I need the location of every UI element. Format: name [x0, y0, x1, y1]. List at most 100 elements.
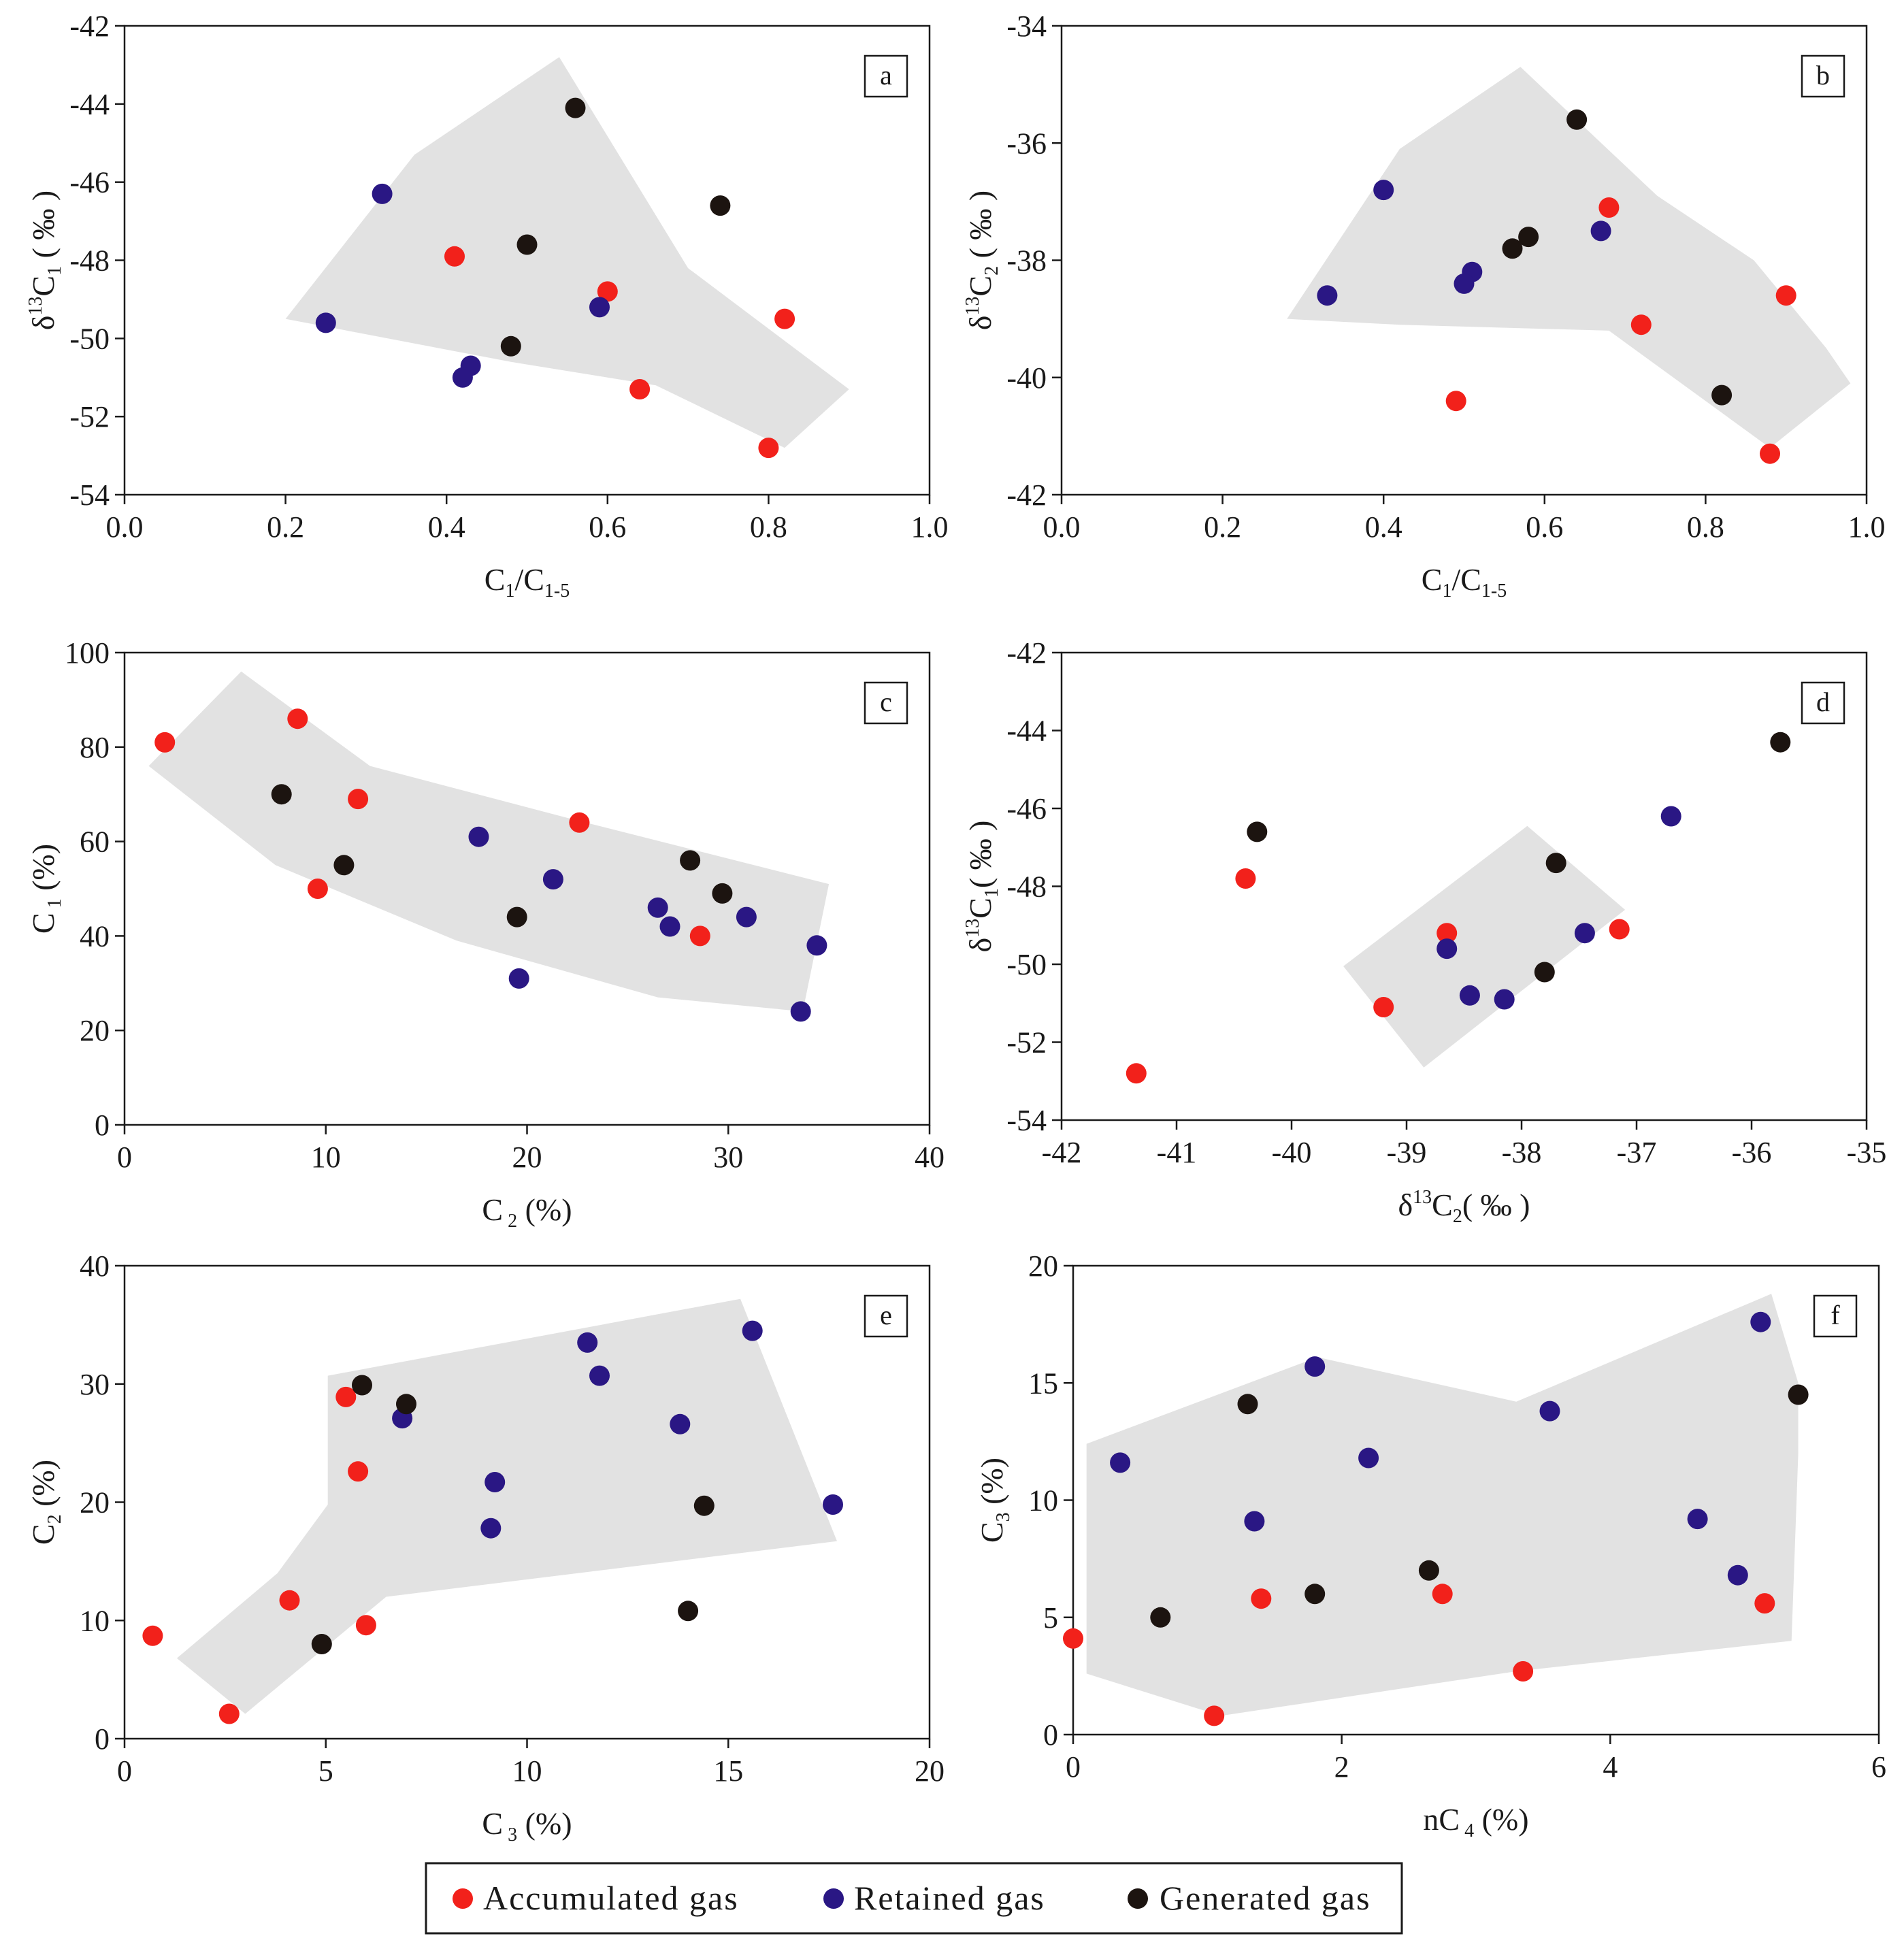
point-retained — [1660, 806, 1681, 827]
y-tick-label: -42 — [1006, 636, 1047, 670]
x-tick-label: -35 — [1847, 1136, 1887, 1169]
point-generated — [565, 97, 586, 118]
point-retained — [736, 906, 757, 928]
x-tick-label: -37 — [1617, 1136, 1657, 1169]
point-generated — [1566, 109, 1588, 130]
legend-marker-generated — [1128, 1888, 1148, 1909]
point-accumulated — [335, 1386, 357, 1407]
point-generated — [678, 1601, 699, 1622]
panel-label: a — [880, 60, 892, 91]
y-tick-label: 20 — [1028, 1249, 1058, 1283]
point-generated — [1304, 1584, 1326, 1605]
point-accumulated — [348, 1461, 369, 1482]
point-generated — [1545, 853, 1566, 874]
panel-label: d — [1816, 687, 1830, 717]
y-tick-label: -44 — [69, 88, 110, 121]
point-generated — [1770, 732, 1791, 753]
x-tick-label: -39 — [1387, 1136, 1427, 1169]
x-tick-label: 20 — [915, 1754, 945, 1788]
point-accumulated — [1373, 997, 1394, 1017]
point-retained — [452, 367, 473, 388]
x-tick-label: 20 — [512, 1141, 542, 1174]
point-retained — [742, 1320, 763, 1341]
x-tick-label: 10 — [311, 1141, 341, 1174]
panel-label: f — [1831, 1300, 1840, 1330]
x-tick-label: 0 — [117, 1754, 132, 1788]
point-retained — [577, 1332, 598, 1353]
x-tick-label: 0.6 — [1526, 510, 1563, 544]
y-tick-label: -38 — [1006, 244, 1047, 278]
y-axis-title: C2 (%) — [26, 1460, 65, 1545]
point-retained — [508, 968, 529, 989]
y-axis-title: C3 (%) — [974, 1458, 1014, 1543]
point-accumulated — [355, 1615, 376, 1636]
point-generated — [1237, 1394, 1258, 1415]
point-retained — [1494, 989, 1515, 1010]
envelope-area — [285, 56, 849, 448]
point-generated — [333, 855, 355, 876]
x-tick-label: 0.0 — [106, 510, 144, 544]
point-generated — [693, 1495, 715, 1516]
panel-a: 0.0 0.2 0.4 0.6 0.8 1.0 -54 -52 -50 -48 -46 -44 -42 C… — [25, 10, 949, 602]
point-retained — [1539, 1400, 1560, 1422]
point-retained — [1437, 938, 1458, 960]
x-tick-label: -41 — [1157, 1136, 1197, 1169]
legend-label-generated: Generated gas — [1160, 1879, 1371, 1917]
point-retained — [1574, 923, 1595, 944]
point-retained — [1304, 1356, 1326, 1377]
point-retained — [1110, 1452, 1131, 1473]
point-generated — [680, 850, 701, 871]
x-tick-label: 0 — [117, 1141, 132, 1174]
panel-label-box — [864, 54, 908, 98]
y-tick-label: -42 — [69, 10, 110, 43]
point-accumulated — [154, 732, 176, 753]
point-accumulated — [1445, 391, 1466, 412]
point-retained — [1590, 220, 1611, 242]
point-accumulated — [1432, 1584, 1453, 1605]
point-accumulated — [444, 246, 465, 267]
panel-label: c — [880, 687, 892, 717]
x-tick-label: 4 — [1603, 1750, 1618, 1784]
x-tick-label: 0.8 — [1687, 510, 1724, 544]
legend-marker-accumulated — [453, 1888, 473, 1909]
x-tick-label: 0.0 — [1043, 510, 1081, 544]
panel-f: 0 2 4 6 0 5 10 15 20 nC 4 (%) C3 (%) f — [974, 1249, 1886, 1841]
envelope-area — [1343, 825, 1626, 1068]
point-accumulated — [287, 708, 308, 729]
panel-b: 0.0 0.2 0.4 0.6 0.8 1.0 -42 -40 -38 -36 -34 C1/C1-5… — [962, 10, 1886, 602]
legend: Accumulated gas Retained gas Generated g… — [425, 1862, 1403, 1935]
x-tick-label: 0.8 — [750, 510, 787, 544]
y-axis-title: δ13C1 ( ‰ ) — [25, 191, 65, 331]
point-accumulated — [1754, 1593, 1775, 1614]
point-retained — [589, 1365, 610, 1386]
point-retained — [1459, 985, 1480, 1006]
x-tick-label: 40 — [915, 1141, 945, 1174]
y-tick-label: -50 — [69, 322, 110, 355]
y-tick-label: -34 — [1006, 10, 1047, 43]
x-tick-label: 0 — [1066, 1750, 1081, 1784]
point-accumulated — [689, 925, 710, 947]
point-generated — [506, 906, 527, 928]
panel-label: e — [880, 1300, 892, 1330]
y-tick-label: 0 — [95, 1109, 110, 1142]
point-generated — [710, 195, 731, 216]
panel-label-box — [1801, 54, 1845, 98]
point-generated — [712, 883, 733, 904]
panels: 0.0 0.2 0.4 0.6 0.8 1.0 -54 -52 -50 -48 -46 -44 -42 C… — [25, 10, 1886, 1846]
point-retained — [1687, 1509, 1708, 1530]
y-tick-label: 5 — [1043, 1601, 1058, 1635]
x-axis-title: δ13C2( ‰ ) — [1398, 1187, 1530, 1227]
point-retained — [1358, 1447, 1379, 1469]
legend-box — [425, 1862, 1403, 1935]
x-tick-label: 0.4 — [428, 510, 465, 544]
point-retained — [823, 1494, 843, 1515]
point-generated — [352, 1375, 372, 1396]
x-tick-label: 0.6 — [589, 510, 626, 544]
y-tick-label: -42 — [1006, 478, 1047, 512]
point-accumulated — [1760, 443, 1780, 464]
panel-c: 0 10 20 30 40 0 20 40 60 80 100 C 2 (%) C 1 (%) c — [26, 636, 945, 1232]
point-accumulated — [1126, 1063, 1147, 1084]
panel-label-box — [1801, 681, 1845, 725]
y-tick-label: 20 — [80, 1014, 110, 1047]
point-accumulated — [1251, 1588, 1272, 1609]
